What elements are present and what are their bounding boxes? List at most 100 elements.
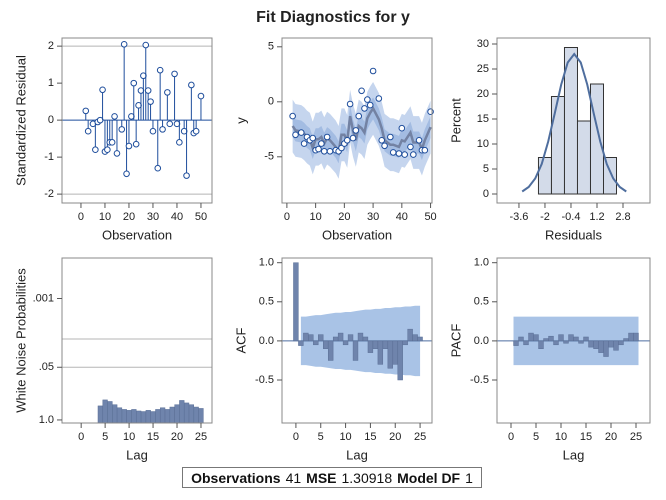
- bar: [327, 340, 334, 361]
- marker: [111, 113, 118, 120]
- stat-label: Observations: [191, 469, 281, 486]
- marker: [366, 101, 374, 109]
- bar: [402, 340, 408, 346]
- marker: [144, 87, 152, 94]
- x-tick-label: 10: [123, 431, 135, 443]
- marker: [358, 87, 365, 95]
- y-tick-label: 2: [48, 40, 54, 52]
- marker: [318, 140, 325, 147]
- bar: [377, 340, 384, 365]
- marker: [188, 81, 195, 89]
- bar: [603, 340, 609, 357]
- marker: [364, 96, 371, 103]
- chart-title: Fit Diagnostics for y: [256, 9, 410, 26]
- marker: [183, 172, 190, 179]
- bar: [323, 340, 329, 349]
- bar: [412, 334, 418, 342]
- marker: [421, 146, 429, 154]
- marker: [118, 126, 126, 133]
- bar: [116, 407, 123, 424]
- bar: [337, 332, 344, 342]
- marker: [192, 127, 200, 135]
- bar: [179, 400, 185, 424]
- marker: [410, 151, 417, 158]
- bar: [313, 340, 319, 346]
- bar: [367, 340, 374, 353]
- x-tick-label: 10: [309, 211, 321, 223]
- x-tick-label: 0: [293, 431, 299, 443]
- bar: [303, 332, 309, 342]
- x-tick-label: 10: [339, 431, 351, 443]
- bar: [107, 401, 113, 424]
- bar: [352, 340, 359, 361]
- bar: [563, 340, 569, 344]
- x-tick-label: 20: [338, 211, 350, 223]
- x-tick-label: 5: [533, 431, 539, 443]
- y-tick-label: .001: [33, 292, 54, 304]
- bar: [550, 96, 565, 195]
- marker: [197, 92, 205, 100]
- bar: [126, 410, 132, 424]
- stat-value: 41: [285, 469, 302, 486]
- marker: [300, 140, 308, 147]
- x-tick-label: 1.2: [589, 211, 604, 223]
- x-axis-label: Observation: [102, 227, 172, 242]
- x-tick-label: 0: [78, 431, 84, 443]
- bar: [145, 410, 151, 424]
- x-tick-label: 30: [367, 211, 379, 223]
- y-axis-label: ACF: [233, 327, 248, 353]
- x-tick-label: -2: [540, 211, 550, 223]
- bar: [523, 340, 529, 346]
- bar: [164, 409, 171, 424]
- bar: [583, 336, 589, 342]
- bar: [628, 332, 634, 342]
- x-tick-label: 20: [605, 431, 617, 443]
- marker: [171, 70, 178, 78]
- y-tick-label: 5: [483, 163, 489, 175]
- y-tick-label: 1.0: [474, 257, 489, 269]
- y-tick-label: 15: [477, 113, 489, 125]
- bar: [618, 340, 624, 346]
- marker: [132, 140, 140, 148]
- y-tick-label: 0: [48, 114, 54, 126]
- fit-statistics: Observations 41 MSE 1.30918 Model DF 1: [182, 467, 482, 488]
- y-tick-label: 0: [483, 188, 489, 200]
- marker: [292, 131, 299, 139]
- marker: [387, 133, 394, 141]
- y-tick-label: 0.5: [474, 296, 489, 308]
- marker: [156, 66, 164, 74]
- y-axis-label: y: [233, 117, 248, 124]
- marker: [123, 170, 130, 178]
- x-tick-label: 40: [171, 211, 183, 223]
- marker: [120, 40, 128, 48]
- marker: [398, 124, 406, 132]
- marker: [401, 151, 409, 158]
- marker: [407, 143, 414, 151]
- plot-frame: [496, 37, 651, 204]
- bar: [573, 336, 579, 342]
- x-tick-label: 40: [396, 211, 408, 223]
- marker: [142, 41, 150, 49]
- y-tick-label: 0.0: [259, 335, 274, 347]
- marker: [108, 139, 116, 146]
- bar: [332, 336, 339, 342]
- plot-frame: [61, 257, 213, 424]
- y-tick-label: -1: [44, 151, 54, 163]
- bar: [543, 338, 549, 342]
- bar: [155, 409, 161, 424]
- x-tick-label: -3.6: [509, 211, 528, 223]
- y-tick-label: 0: [268, 96, 274, 108]
- x-tick-label: 15: [580, 431, 592, 443]
- marker: [309, 134, 317, 142]
- bar: [102, 399, 108, 424]
- marker: [149, 127, 157, 135]
- y-axis-label: Standardized Residual: [13, 55, 28, 186]
- bar: [528, 332, 534, 342]
- stat-label: Model DF: [397, 469, 461, 486]
- bar: [121, 409, 127, 424]
- x-tick-label: 0: [284, 211, 290, 223]
- marker: [289, 112, 296, 120]
- x-tick-label: 20: [389, 431, 401, 443]
- marker: [166, 120, 174, 128]
